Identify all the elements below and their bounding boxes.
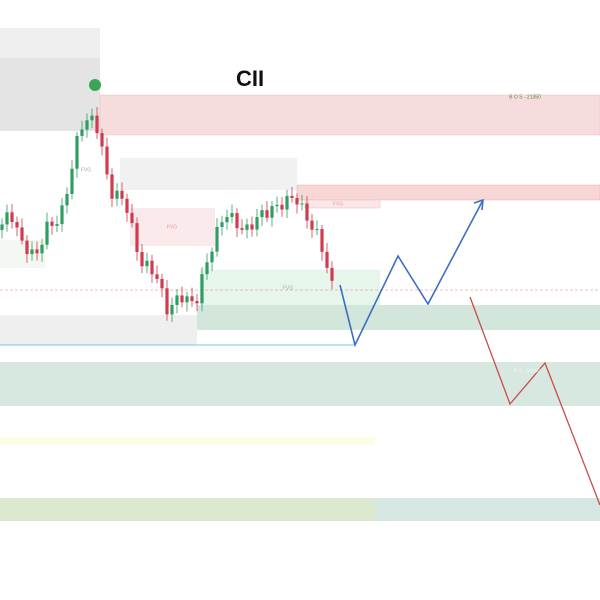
- candle-body: [305, 203, 309, 221]
- candle-body: [65, 193, 69, 206]
- candle-body: [190, 296, 194, 302]
- candle-body: [325, 251, 329, 268]
- candle-body: [225, 216, 229, 223]
- candle-body: [30, 249, 34, 255]
- candle-body: [75, 135, 79, 169]
- candle-body: [180, 295, 184, 303]
- candle-body: [135, 223, 139, 253]
- bearish-projection: [469, 296, 600, 506]
- candle-body: [195, 301, 199, 304]
- candle-body: [10, 212, 14, 222]
- zone: [0, 58, 100, 131]
- candle-body: [230, 213, 234, 217]
- candle-body: [15, 221, 19, 228]
- fvg-zone: [130, 208, 215, 246]
- candle-body: [140, 252, 144, 267]
- candle-body: [90, 115, 94, 121]
- zone: [0, 28, 100, 58]
- candle-body: [165, 288, 169, 315]
- candle-body: [55, 224, 59, 226]
- candle-body: [45, 221, 49, 245]
- candle-body: [220, 222, 224, 227]
- candle-body: [245, 224, 249, 230]
- candle-body: [275, 204, 279, 207]
- demand-zone: [197, 305, 600, 330]
- candle-body: [285, 195, 289, 210]
- candle-body: [260, 210, 264, 218]
- candle-body: [300, 203, 304, 205]
- candle-body: [235, 213, 239, 229]
- candle-body: [320, 229, 324, 252]
- zone: [0, 315, 197, 345]
- candles: [0, 107, 334, 322]
- candle-body: [115, 190, 119, 199]
- candle-body: [205, 262, 209, 275]
- candle-body: [330, 267, 334, 281]
- candle-body: [280, 204, 284, 210]
- candle-body: [20, 227, 24, 241]
- candle-body: [110, 174, 114, 199]
- candle-body: [215, 226, 219, 252]
- candle-body: [295, 197, 299, 205]
- candle-body: [175, 295, 179, 305]
- candle-body: [85, 120, 89, 130]
- candle-body: [40, 244, 44, 254]
- candle-body: [80, 129, 84, 136]
- demand-zone: [0, 362, 600, 406]
- candle-body: [155, 274, 159, 279]
- candle-body: [130, 212, 134, 224]
- zone-label: FVG: [333, 201, 343, 207]
- zone-label: R.S - 50960: [514, 368, 541, 374]
- fvg-zone: [304, 199, 381, 209]
- candle-body: [120, 190, 124, 199]
- candle-body: [255, 217, 259, 230]
- candle-body: [35, 249, 39, 254]
- candle-body: [270, 206, 274, 218]
- candle-body: [210, 251, 214, 263]
- chart-title: CII: [236, 66, 264, 91]
- zone: [0, 437, 375, 445]
- candle-body: [95, 115, 99, 134]
- candle-body: [170, 304, 174, 315]
- zone-label: B O S - 21350: [509, 94, 541, 100]
- candle-body: [70, 168, 74, 194]
- signal-dot: [89, 79, 101, 91]
- arrow-head: [473, 198, 484, 211]
- candle-body: [5, 212, 9, 225]
- candle-body: [25, 240, 29, 255]
- candle-body: [310, 220, 314, 230]
- fvg-zone: [199, 269, 381, 306]
- candle-body: [160, 278, 164, 289]
- candle-body: [150, 260, 154, 275]
- candle-body: [265, 210, 269, 218]
- candle-body: [185, 296, 189, 303]
- zone-label: FVG: [167, 224, 177, 230]
- candle-body: [0, 224, 4, 230]
- candle-body: [60, 205, 64, 225]
- candle-body: [315, 229, 319, 231]
- candle-body: [105, 146, 109, 175]
- candle-body: [250, 224, 254, 230]
- zone: [120, 158, 297, 190]
- candle-body: [125, 198, 129, 213]
- candle-body: [200, 274, 204, 304]
- bullish-projection: [339, 199, 484, 348]
- supply-zone: [99, 94, 600, 136]
- zone-label: FVG: [283, 285, 293, 291]
- zone: [0, 240, 45, 268]
- demand-zone: [375, 498, 600, 521]
- zone-label: FVG: [81, 167, 91, 173]
- demand-zone: [0, 498, 375, 521]
- candle-body: [100, 133, 104, 147]
- candle-body: [240, 228, 244, 230]
- supply-zone: [296, 184, 600, 201]
- candle-body: [50, 221, 54, 226]
- candle-body: [290, 195, 294, 198]
- candle-body: [145, 260, 149, 267]
